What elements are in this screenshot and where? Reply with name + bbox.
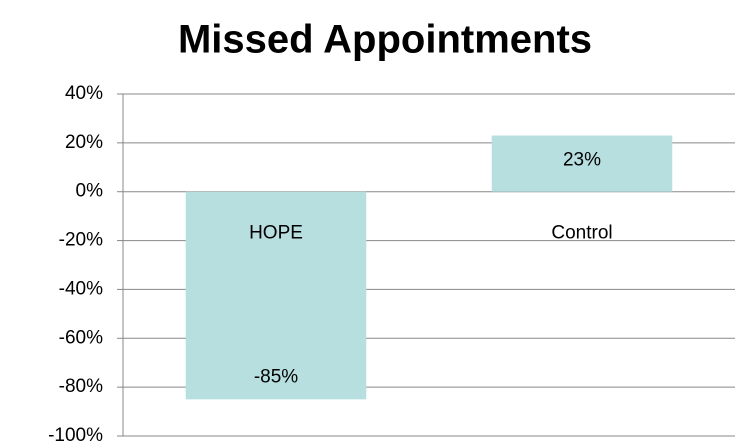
y-tick-label: -20% (59, 230, 103, 251)
bar (185, 191, 367, 400)
bar (491, 135, 673, 192)
x-tick-label: HOPE (249, 223, 303, 244)
data-label: 23% (563, 150, 601, 171)
x-tick-label: Control (551, 223, 612, 244)
y-tick-label: -80% (59, 376, 103, 397)
y-tick-label: 40% (65, 83, 103, 104)
y-tick-label: 0% (76, 181, 104, 202)
y-tick-label: -60% (59, 327, 103, 348)
data-label: -85% (254, 366, 298, 387)
y-tick-label: 20% (65, 132, 103, 153)
y-tick-label: -100% (48, 425, 103, 446)
y-tick-label: -40% (59, 278, 103, 299)
chart-title: Missed Appointments (178, 18, 592, 62)
